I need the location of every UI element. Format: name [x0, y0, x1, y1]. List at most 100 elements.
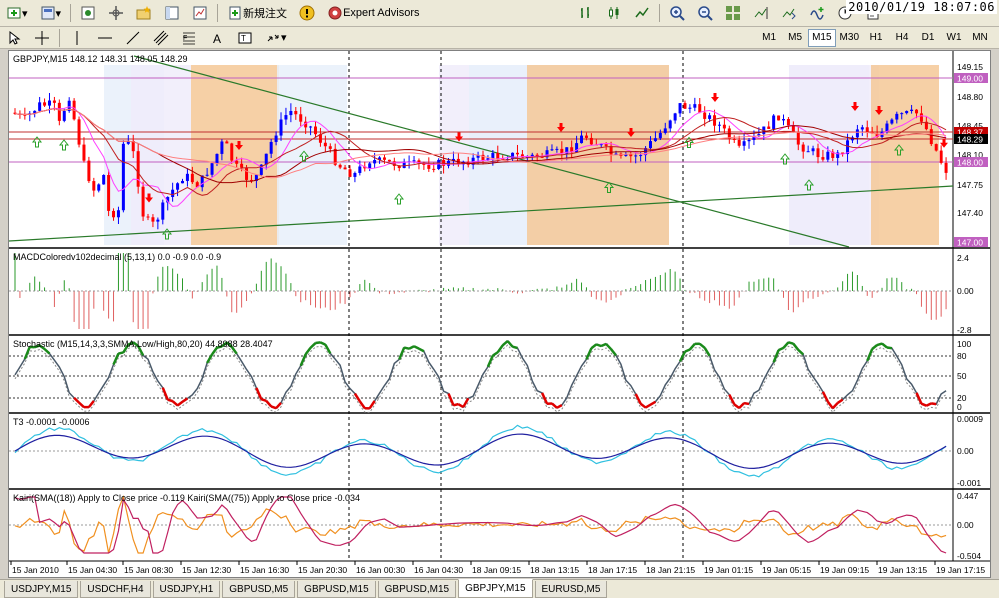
candle-body: [678, 103, 682, 114]
trendline-tool[interactable]: [121, 28, 145, 48]
indicators-icon: [810, 7, 824, 20]
zoom-out-button[interactable]: [693, 3, 717, 23]
candle-body: [314, 126, 318, 135]
indicators-button[interactable]: [805, 3, 829, 23]
channel-tool[interactable]: [149, 28, 173, 48]
candle-body: [855, 129, 859, 138]
chart-canvas[interactable]: 149.15 148.80 148.45 148.10 147.75 147.40 149.…: [8, 51, 990, 577]
candle-body: [481, 154, 485, 161]
bar-chart-button[interactable]: [574, 3, 598, 23]
stochastic-overbought: [225, 341, 233, 348]
stochastic-oversold: [353, 392, 361, 402]
buy-arrow-icon: [603, 181, 615, 193]
line-chart-button[interactable]: [630, 3, 654, 23]
moving-average-long: [14, 108, 947, 179]
candle-body: [195, 182, 199, 188]
chart-tab[interactable]: GBPJPY,M15: [458, 579, 533, 598]
chart-window[interactable]: 149.15 148.80 148.45 148.10 147.75 147.40 149.…: [8, 50, 991, 578]
horizontal-line-tool[interactable]: [93, 28, 117, 48]
chart-tab[interactable]: USDCHF,H4: [80, 581, 151, 598]
favorites-button[interactable]: [132, 3, 156, 23]
stochastic-oversold: [181, 397, 189, 403]
price-label-current1: 148.37: [957, 128, 983, 138]
candle-body: [338, 164, 342, 168]
stochastic-overbought: [866, 348, 874, 362]
fibonacci-tool[interactable]: F: [177, 28, 201, 48]
chart-tab[interactable]: USDJPY,M15: [4, 581, 79, 598]
stochastic-overbought: [38, 344, 46, 351]
timeframe-m30[interactable]: M30: [839, 32, 859, 43]
tile-windows-button[interactable]: [721, 3, 745, 23]
candle-body: [382, 157, 386, 160]
candle-body: [348, 169, 352, 177]
time-tick-label: 19 Jan 01:15: [704, 565, 753, 575]
profiles-button[interactable]: ▾: [36, 3, 66, 23]
stochastic-overbought: [299, 353, 307, 367]
new-order-button[interactable]: 新規注文: [223, 3, 291, 23]
candle-body: [757, 134, 761, 137]
candle-body: [190, 173, 194, 183]
timeframe-m5[interactable]: M5: [788, 32, 803, 43]
candle-body: [890, 119, 894, 124]
candle-body: [245, 167, 249, 180]
candle-body: [831, 151, 835, 158]
stochastic-oversold: [634, 393, 642, 405]
terminal-icon: [165, 6, 179, 20]
chart-tab[interactable]: USDJPY,H1: [152, 581, 221, 598]
navigator-button[interactable]: [104, 3, 128, 23]
cursor-tool[interactable]: [2, 28, 26, 48]
candle-body: [269, 141, 273, 154]
new-chart-button[interactable]: ▾: [2, 3, 32, 23]
terminal-button[interactable]: [160, 3, 184, 23]
stochastic-overbought: [506, 340, 514, 348]
text-tool[interactable]: A: [205, 28, 229, 48]
candlestick-button[interactable]: [602, 3, 626, 23]
candle-body: [742, 141, 746, 146]
stochastic-overbought: [876, 342, 883, 347]
arrows-tool[interactable]: ▾: [261, 28, 291, 48]
crosshair-tool[interactable]: [30, 28, 54, 48]
candle-body: [368, 163, 372, 169]
candle-body: [496, 153, 500, 159]
candle-body: [387, 159, 391, 162]
vertical-line-tool[interactable]: [65, 28, 89, 48]
tester-button[interactable]: [188, 3, 212, 23]
price-label-low: 148.00: [957, 158, 983, 168]
kairi-header: Kairi(SMA((18)) Apply to Close price -0.…: [13, 493, 360, 503]
stochastic-overbought: [398, 347, 406, 360]
stochastic-overbought: [590, 343, 598, 350]
chart-tab[interactable]: EURUSD,M5: [534, 581, 608, 598]
zoom-in-button[interactable]: [665, 3, 689, 23]
bar-chart-icon: [581, 7, 589, 18]
candle-body: [126, 140, 130, 144]
timeframe-m15[interactable]: M15: [808, 28, 836, 47]
svg-text:T: T: [241, 34, 246, 43]
buy-arrow-icon: [31, 136, 43, 148]
timeframe-m1[interactable]: M1: [762, 32, 777, 43]
market-watch-button[interactable]: [76, 3, 100, 23]
timeframe-d1[interactable]: D1: [921, 32, 935, 43]
timeframe-h4[interactable]: H4: [895, 32, 909, 43]
stochastic-oversold: [925, 402, 932, 407]
expert-advisors-label: Expert Advisors: [343, 7, 420, 19]
candle-body: [545, 150, 549, 158]
candle-body: [703, 112, 707, 119]
fibonacci-icon: F: [183, 32, 195, 44]
timeframe-h1[interactable]: H1: [869, 32, 883, 43]
candle-body: [146, 216, 150, 218]
expert-advisors-button[interactable]: Expert Advisors: [323, 3, 423, 23]
meta-editor-button[interactable]: [295, 3, 319, 23]
stochastic-overbought: [678, 351, 687, 362]
timeframe-w1[interactable]: W1: [946, 32, 962, 43]
stochastic-overbought: [703, 347, 711, 357]
candle-body: [284, 115, 288, 120]
autoscroll-button[interactable]: [777, 3, 801, 23]
chart-tab[interactable]: GBPUSD,M15: [297, 581, 376, 598]
label-tool[interactable]: T: [233, 28, 257, 48]
chart-shift-button[interactable]: [749, 3, 773, 23]
chart-tab[interactable]: GBPUSD,M15: [377, 581, 457, 598]
candle-body: [107, 174, 111, 211]
candle-body: [57, 102, 61, 121]
timeframe-mn[interactable]: MN: [972, 32, 988, 43]
chart-tab[interactable]: GBPUSD,M5: [222, 581, 296, 598]
